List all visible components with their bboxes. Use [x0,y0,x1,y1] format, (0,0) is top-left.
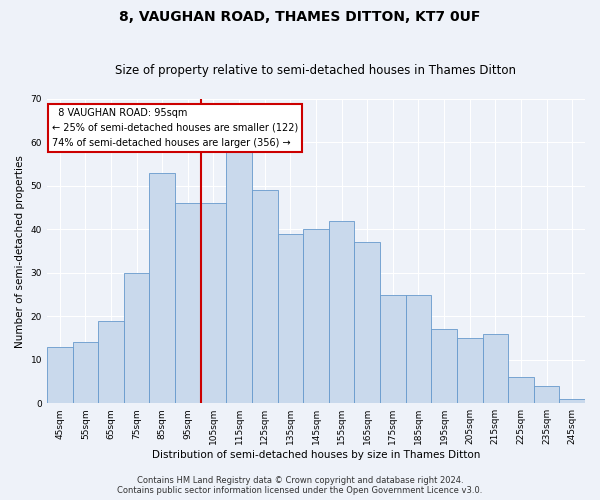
Y-axis label: Number of semi-detached properties: Number of semi-detached properties [15,154,25,348]
Bar [457,338,482,403]
Bar [431,330,457,403]
Bar [73,342,98,403]
Bar [149,173,175,403]
Bar [47,346,73,403]
X-axis label: Distribution of semi-detached houses by size in Thames Ditton: Distribution of semi-detached houses by … [152,450,480,460]
Bar [380,294,406,403]
Bar [124,273,149,403]
Bar [534,386,559,403]
Bar [200,204,226,403]
Bar [508,377,534,403]
Text: Contains HM Land Registry data © Crown copyright and database right 2024.
Contai: Contains HM Land Registry data © Crown c… [118,476,482,495]
Bar [406,294,431,403]
Title: Size of property relative to semi-detached houses in Thames Ditton: Size of property relative to semi-detach… [115,64,517,77]
Text: 8 VAUGHAN ROAD: 95sqm
← 25% of semi-detached houses are smaller (122)
74% of sem: 8 VAUGHAN ROAD: 95sqm ← 25% of semi-deta… [52,108,299,148]
Bar [329,220,355,403]
Bar [175,204,200,403]
Text: 8, VAUGHAN ROAD, THAMES DITTON, KT7 0UF: 8, VAUGHAN ROAD, THAMES DITTON, KT7 0UF [119,10,481,24]
Bar [226,151,252,403]
Bar [355,242,380,403]
Bar [482,334,508,403]
Bar [98,320,124,403]
Bar [278,234,303,403]
Bar [252,190,278,403]
Bar [303,230,329,403]
Bar [559,399,585,403]
